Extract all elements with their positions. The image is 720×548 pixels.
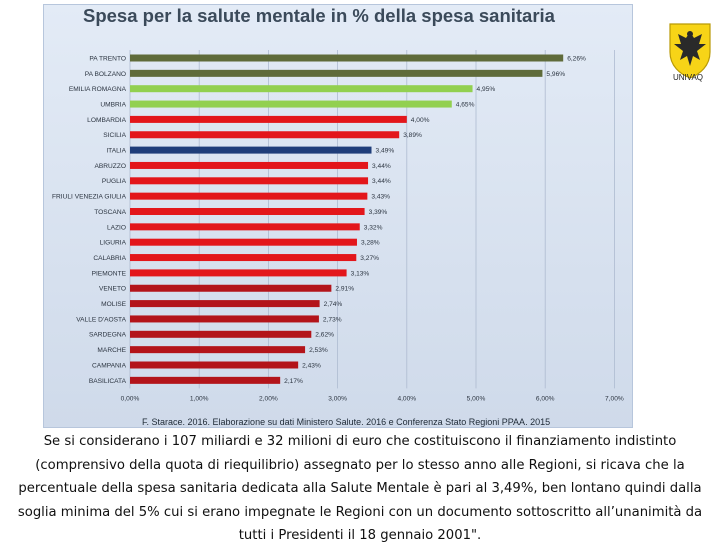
bar-category-label: ABRUZZO xyxy=(94,163,126,170)
bar-category-label: VENETO xyxy=(99,286,126,293)
bar xyxy=(130,315,319,323)
bar-value-label: 2,43% xyxy=(302,362,321,369)
bar-category-label: LIGURIA xyxy=(100,240,127,247)
value-labels: 6,26% 5,96% 4,95% 4,65% 4,00% 3,89% 3,49% 3,44%… xyxy=(284,55,586,384)
bar xyxy=(130,208,365,215)
bar xyxy=(130,376,281,384)
bar-category-label: BASILICATA xyxy=(89,378,127,385)
eagle-head-icon xyxy=(687,31,693,37)
bar xyxy=(130,238,357,246)
bar-value-label: 2,62% xyxy=(315,332,334,339)
bar-value-label: 3,49% xyxy=(376,148,395,155)
eagle-icon xyxy=(674,32,706,66)
bar-value-label: 3,13% xyxy=(351,270,370,277)
bar-category-label: VALLE D'AOSTA xyxy=(76,316,126,323)
bar-category-label: MOLISE xyxy=(101,301,127,308)
bar-category-label: CAMPANIA xyxy=(92,362,127,369)
bar xyxy=(130,100,452,108)
bar-category-label: MARCHE xyxy=(97,347,126,354)
x-tick-label: 3,00% xyxy=(328,395,347,402)
bar-value-label: 2,17% xyxy=(284,378,303,385)
bar xyxy=(130,254,357,262)
bar xyxy=(130,161,369,169)
bar-category-label: TOSCANA xyxy=(94,209,126,216)
slide-caption: Se si considerano i 107 miliardi e 32 mi… xyxy=(17,434,703,544)
bar xyxy=(130,54,564,62)
bar xyxy=(130,361,299,369)
bar-category-label: PIEMONTE xyxy=(92,270,127,277)
bar-value-label: 3,27% xyxy=(360,255,379,262)
bar-category-label: PUGLIA xyxy=(102,178,127,185)
bar xyxy=(130,115,407,123)
bar-category-label: ITALIA xyxy=(106,148,126,155)
bar xyxy=(130,146,372,154)
bar xyxy=(130,269,347,277)
bar-value-label: 3,44% xyxy=(372,163,391,170)
bar xyxy=(130,192,368,200)
bar-value-label: 2,73% xyxy=(323,316,342,323)
bar-category-label: SICILIA xyxy=(103,132,126,139)
bar-value-label: 2,53% xyxy=(309,347,328,354)
bar-value-label: 4,95% xyxy=(477,86,496,93)
bar xyxy=(130,177,369,185)
x-tick-label: 4,00% xyxy=(397,395,416,402)
univaq-eagle-logo xyxy=(669,23,711,79)
bar-value-label: 2,74% xyxy=(324,301,343,308)
bar xyxy=(130,300,320,308)
x-tick-label: 0,00% xyxy=(121,395,140,402)
bar xyxy=(130,131,400,139)
bar-category-label: SARDEGNA xyxy=(89,332,127,339)
x-tick-label: 5,00% xyxy=(467,395,486,402)
x-tick-label: 6,00% xyxy=(536,395,555,402)
chart-title: Spesa per la salute mentale in % della s… xyxy=(83,5,555,26)
bar xyxy=(130,85,473,93)
bar-value-label: 3,89% xyxy=(403,132,422,139)
bar-category-label: FRIULI VENEZIA GIULIA xyxy=(52,194,127,201)
x-tick-label: 1,00% xyxy=(190,395,209,402)
bar-value-label: 3,44% xyxy=(372,178,391,185)
bar-value-label: 3,28% xyxy=(361,240,380,247)
bar-category-label: LAZIO xyxy=(107,224,126,231)
bar-category-label: LOMBARDIA xyxy=(87,117,126,124)
bar-value-label: 2,91% xyxy=(335,286,354,293)
bar-value-label: 3,39% xyxy=(369,209,388,216)
bar-category-label: UMBRIA xyxy=(100,101,126,108)
x-axis-ticks: 0,00% 1,00% 2,00% 3,00% 4,00% 5,00% 6,00% 7,00% xyxy=(121,395,624,402)
bar-category-label: CALABRIA xyxy=(93,255,126,262)
logo-label: UNIVAQ xyxy=(672,73,704,82)
x-tick-label: 7,00% xyxy=(605,395,624,402)
bar-category-label: PA BOLZANO xyxy=(85,71,126,78)
bar xyxy=(130,284,332,292)
bar-chart: PA TRENTO PA BOLZANO EMILIA ROMAGNA UMBRIA L… xyxy=(52,50,624,402)
bar-value-label: 4,65% xyxy=(456,101,475,108)
bar xyxy=(130,223,360,231)
bar-value-label: 5,96% xyxy=(546,71,565,78)
bar-value-label: 6,26% xyxy=(567,55,586,62)
bar-category-label: PA TRENTO xyxy=(89,55,126,62)
bar xyxy=(130,346,306,354)
category-labels: PA TRENTO PA BOLZANO EMILIA ROMAGNA UMBRIA L… xyxy=(52,55,127,384)
x-tick-label: 2,00% xyxy=(259,395,278,402)
bar-category-label: EMILIA ROMAGNA xyxy=(69,86,127,93)
chart-source-note: F. Starace. 2016. Elaborazione su dati M… xyxy=(142,417,551,427)
bars xyxy=(130,54,564,384)
bar-value-label: 3,32% xyxy=(364,224,383,231)
bar xyxy=(130,69,543,77)
bar-value-label: 4,00% xyxy=(411,117,430,124)
bar xyxy=(130,330,312,338)
bar-value-label: 3,43% xyxy=(371,194,390,201)
